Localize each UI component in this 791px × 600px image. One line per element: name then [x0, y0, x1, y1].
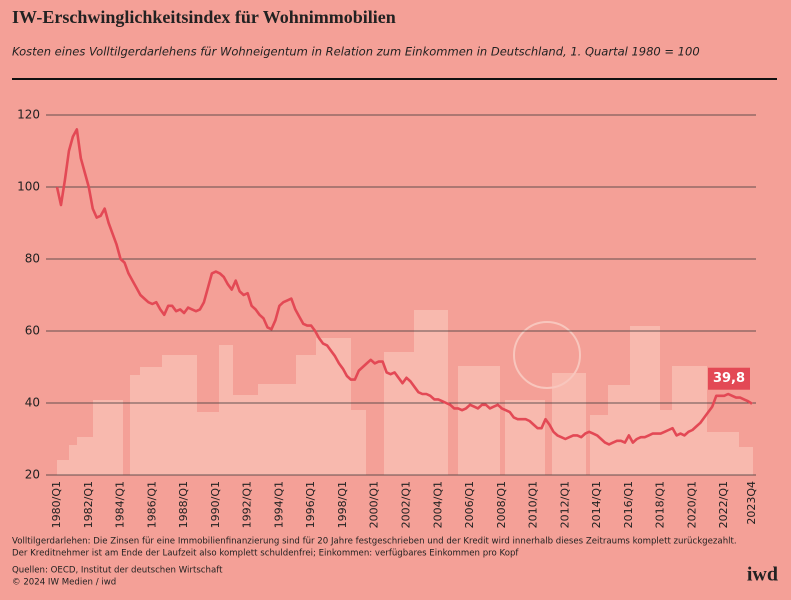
y-tick-label: 60	[25, 324, 40, 338]
x-tick-label: 2008/Q1	[495, 481, 508, 528]
y-tick-label: 80	[25, 252, 40, 266]
y-tick-label: 40	[25, 396, 40, 410]
source: Quellen: OECD, Institut der deutschen Wi…	[12, 566, 223, 576]
x-tick-label: 2018/Q1	[654, 481, 667, 528]
x-tick-label: 2016/Q1	[622, 481, 635, 528]
chart-title: IW-Erschwinglichkeitsindex für Wohnimmob…	[12, 7, 396, 27]
x-tick-label: 1994/Q1	[272, 481, 285, 528]
x-tick-label: 2023Q4	[745, 481, 758, 525]
chart-subtitle: Kosten eines Volltilgerdarlehens für Woh…	[12, 45, 700, 59]
x-tick-label: 1998/Q1	[336, 481, 349, 528]
data-line	[55, 128, 753, 446]
x-tick-label: 2006/Q1	[463, 481, 476, 528]
x-tick-label: 1996/Q1	[304, 481, 317, 528]
x-tick-label: 2022/Q1	[717, 481, 730, 528]
note: Der Kreditnehmer ist am Ende der Laufzei…	[12, 549, 519, 559]
x-tick-label: 2012/Q1	[558, 481, 571, 528]
y-tick-label: 120	[17, 108, 40, 122]
logo: iwd	[747, 564, 778, 586]
x-tick-label: 1980/Q1	[50, 481, 63, 528]
value-label: 39,8	[713, 371, 745, 386]
x-tick-label: 1990/Q1	[209, 481, 222, 528]
y-tick-label: 100	[17, 180, 40, 194]
x-tick-label: 1992/Q1	[241, 481, 254, 528]
x-tick-label: 1982/Q1	[82, 481, 95, 528]
x-tick-label: 2002/Q1	[399, 481, 412, 528]
x-tick-label: 1988/Q1	[177, 481, 190, 528]
x-tick-label: 2010/Q1	[527, 481, 540, 528]
note: Volltilgerdarlehen: Die Zinsen für eine …	[12, 537, 737, 547]
x-tick-label: 2004/Q1	[431, 481, 444, 528]
y-tick-label: 20	[25, 468, 40, 482]
footer: Volltilgerdarlehen: Die Zinsen für eine …	[12, 537, 737, 588]
x-tick-label: 1986/Q1	[145, 481, 158, 528]
x-tick-label: 2020/Q1	[685, 481, 698, 528]
skyline	[57, 310, 753, 475]
x-tick-label: 1984/Q1	[114, 481, 127, 528]
x-tick-label: 2000/Q1	[368, 481, 381, 528]
copyright: © 2024 IW Medien / iwd	[12, 578, 116, 588]
value-label-box	[708, 367, 750, 390]
x-tick-label: 2014/Q1	[590, 481, 603, 528]
